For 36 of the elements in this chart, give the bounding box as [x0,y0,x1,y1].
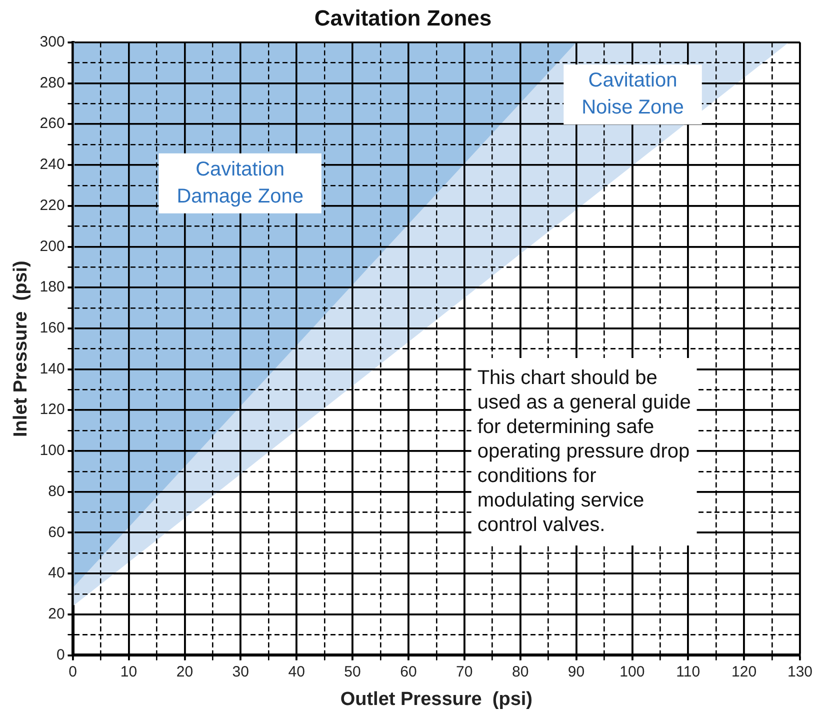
x-tick-label: 0 [68,663,77,680]
x-tick-label: 100 [620,663,645,680]
y-tick-label: 80 [48,482,65,500]
y-tick-label: 200 [40,238,65,255]
x-axis-title: Outlet Pressure (psi) [340,688,532,710]
y-tick-label: 120 [40,401,65,418]
y-tick-label: 60 [48,524,65,541]
x-tick-label: 30 [232,663,249,680]
y-tick-label: 220 [40,196,65,214]
x-tick-label: 60 [400,663,417,680]
x-tick-label: 80 [512,663,529,680]
y-tick-label: 100 [40,442,65,460]
x-tick-label: 20 [176,663,194,680]
y-tick-label: 280 [40,74,65,92]
x-tick-label: 90 [568,663,585,680]
y-tick-label: 40 [48,564,65,582]
x-tick-label: 130 [787,663,813,680]
x-tick-label: 40 [288,663,305,680]
x-tick-label: 120 [732,663,757,680]
y-tick-label: 160 [40,320,65,337]
annotation: This chart should be used as a general guide for determining safe operating pressure drop conditions for modulating service control valves. [477,366,691,536]
x-tick-label: 10 [120,663,138,680]
y-tick-label: 260 [40,115,65,132]
x-tick-label: 110 [676,663,700,680]
y-tick-label: 20 [48,605,65,622]
y-tick-label: 240 [40,156,65,174]
annotation: Cavitation Noise Zone [582,70,684,119]
y-tick-label: 0 [56,646,65,664]
y-tick-label: 300 [40,34,65,51]
y-tick-label: 180 [40,278,65,296]
y-tick-label: 140 [40,360,65,378]
x-tick-label: 70 [456,663,473,680]
chart-title: Cavitation Zones [314,5,492,30]
x-tick-label: 50 [344,663,361,680]
y-axis-title: Inlet Pressure (psi) [10,260,32,437]
annotation: Cavitation Damage Zone [176,158,304,208]
